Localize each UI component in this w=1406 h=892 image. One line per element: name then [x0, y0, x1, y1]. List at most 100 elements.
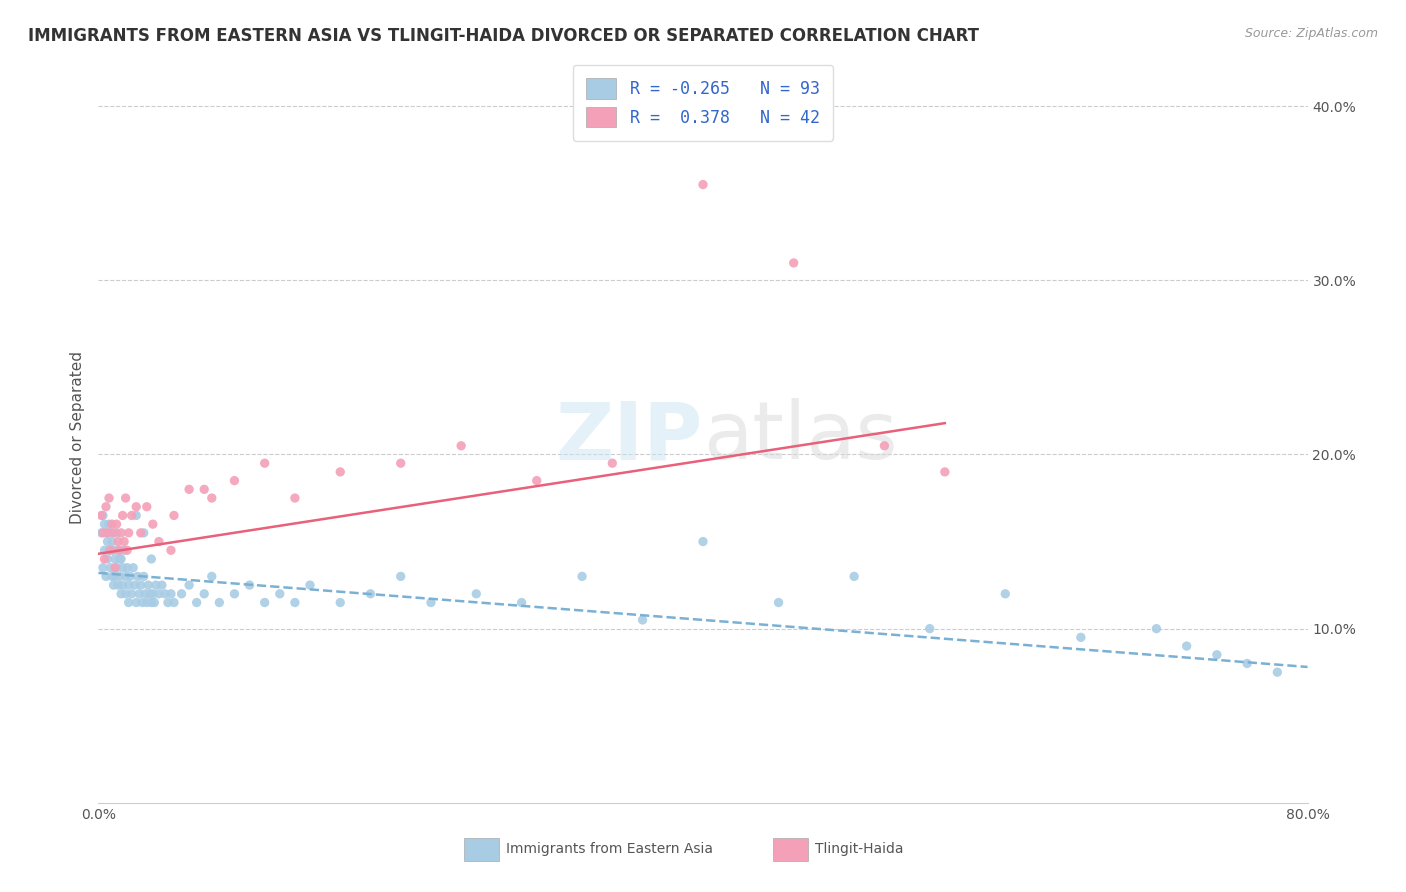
- Point: [873, 439, 896, 453]
- Point: [163, 595, 186, 609]
- Point: [193, 587, 215, 601]
- Point: [269, 587, 291, 601]
- Point: [125, 595, 148, 609]
- Point: [135, 595, 157, 609]
- Point: [201, 491, 224, 505]
- Point: [101, 569, 124, 583]
- Point: [253, 595, 276, 609]
- Point: [156, 595, 179, 609]
- Text: atlas: atlas: [703, 398, 897, 476]
- Point: [329, 595, 352, 609]
- Point: [98, 517, 121, 532]
- Point: [128, 587, 150, 601]
- Point: [103, 525, 125, 540]
- Point: [125, 500, 148, 514]
- Text: Immigrants from Eastern Asia: Immigrants from Eastern Asia: [506, 842, 713, 856]
- Point: [141, 552, 163, 566]
- Point: [110, 525, 132, 540]
- Point: [131, 595, 153, 609]
- Point: [1267, 665, 1289, 680]
- Point: [420, 595, 443, 609]
- Point: [139, 587, 162, 601]
- Point: [100, 525, 122, 540]
- Point: [115, 560, 138, 574]
- Point: [118, 595, 141, 609]
- Point: [105, 517, 128, 532]
- Point: [1070, 631, 1092, 645]
- Point: [91, 560, 114, 574]
- Point: [122, 560, 145, 574]
- Point: [224, 587, 246, 601]
- Point: [193, 483, 215, 497]
- Point: [142, 587, 165, 601]
- Point: [329, 465, 352, 479]
- Point: [142, 517, 165, 532]
- Point: [994, 587, 1017, 601]
- Point: [284, 595, 307, 609]
- Point: [918, 622, 941, 636]
- Point: [148, 587, 170, 601]
- Point: [98, 543, 121, 558]
- Point: [145, 578, 167, 592]
- Point: [114, 569, 136, 583]
- Point: [110, 552, 132, 566]
- Point: [118, 578, 141, 592]
- Point: [112, 543, 135, 558]
- Point: [103, 578, 125, 592]
- Point: [186, 595, 208, 609]
- Point: [96, 552, 118, 566]
- Point: [121, 508, 143, 523]
- Point: [93, 552, 115, 566]
- Point: [105, 560, 128, 574]
- Point: [127, 569, 149, 583]
- Point: [141, 595, 163, 609]
- Point: [132, 569, 155, 583]
- Point: [124, 578, 146, 592]
- Point: [284, 491, 307, 505]
- Point: [1144, 622, 1167, 636]
- Point: [934, 465, 956, 479]
- Point: [239, 578, 262, 592]
- Point: [526, 474, 548, 488]
- Point: [160, 543, 183, 558]
- Point: [299, 578, 322, 592]
- Point: [120, 569, 142, 583]
- Point: [1236, 657, 1258, 671]
- Point: [148, 534, 170, 549]
- Point: [136, 578, 159, 592]
- Point: [94, 569, 117, 583]
- Point: [129, 578, 152, 592]
- Point: [692, 534, 714, 549]
- Text: Source: ZipAtlas.com: Source: ZipAtlas.com: [1244, 27, 1378, 40]
- Text: Tlingit-Haida: Tlingit-Haida: [815, 842, 904, 856]
- Point: [360, 587, 382, 601]
- Point: [510, 595, 533, 609]
- Point: [96, 534, 118, 549]
- Point: [208, 595, 231, 609]
- Point: [94, 500, 117, 514]
- Legend: R = -0.265   N = 93, R =  0.378   N = 42: R = -0.265 N = 93, R = 0.378 N = 42: [574, 65, 832, 141]
- Point: [150, 578, 173, 592]
- Text: ZIP: ZIP: [555, 398, 703, 476]
- Point: [1206, 648, 1229, 662]
- Point: [111, 560, 134, 574]
- Point: [93, 517, 115, 532]
- Point: [114, 491, 136, 505]
- Point: [103, 543, 125, 558]
- Point: [100, 543, 122, 558]
- Point: [179, 578, 201, 592]
- Point: [389, 456, 412, 470]
- Point: [114, 587, 136, 601]
- Point: [143, 595, 166, 609]
- Point: [571, 569, 593, 583]
- Point: [107, 534, 129, 549]
- Point: [93, 543, 115, 558]
- Point: [844, 569, 866, 583]
- Point: [179, 483, 201, 497]
- Point: [110, 587, 132, 601]
- Text: IMMIGRANTS FROM EASTERN ASIA VS TLINGIT-HAIDA DIVORCED OR SEPARATED CORRELATION : IMMIGRANTS FROM EASTERN ASIA VS TLINGIT-…: [28, 27, 979, 45]
- Point: [170, 587, 193, 601]
- Point: [101, 534, 124, 549]
- Point: [153, 587, 176, 601]
- Point: [129, 525, 152, 540]
